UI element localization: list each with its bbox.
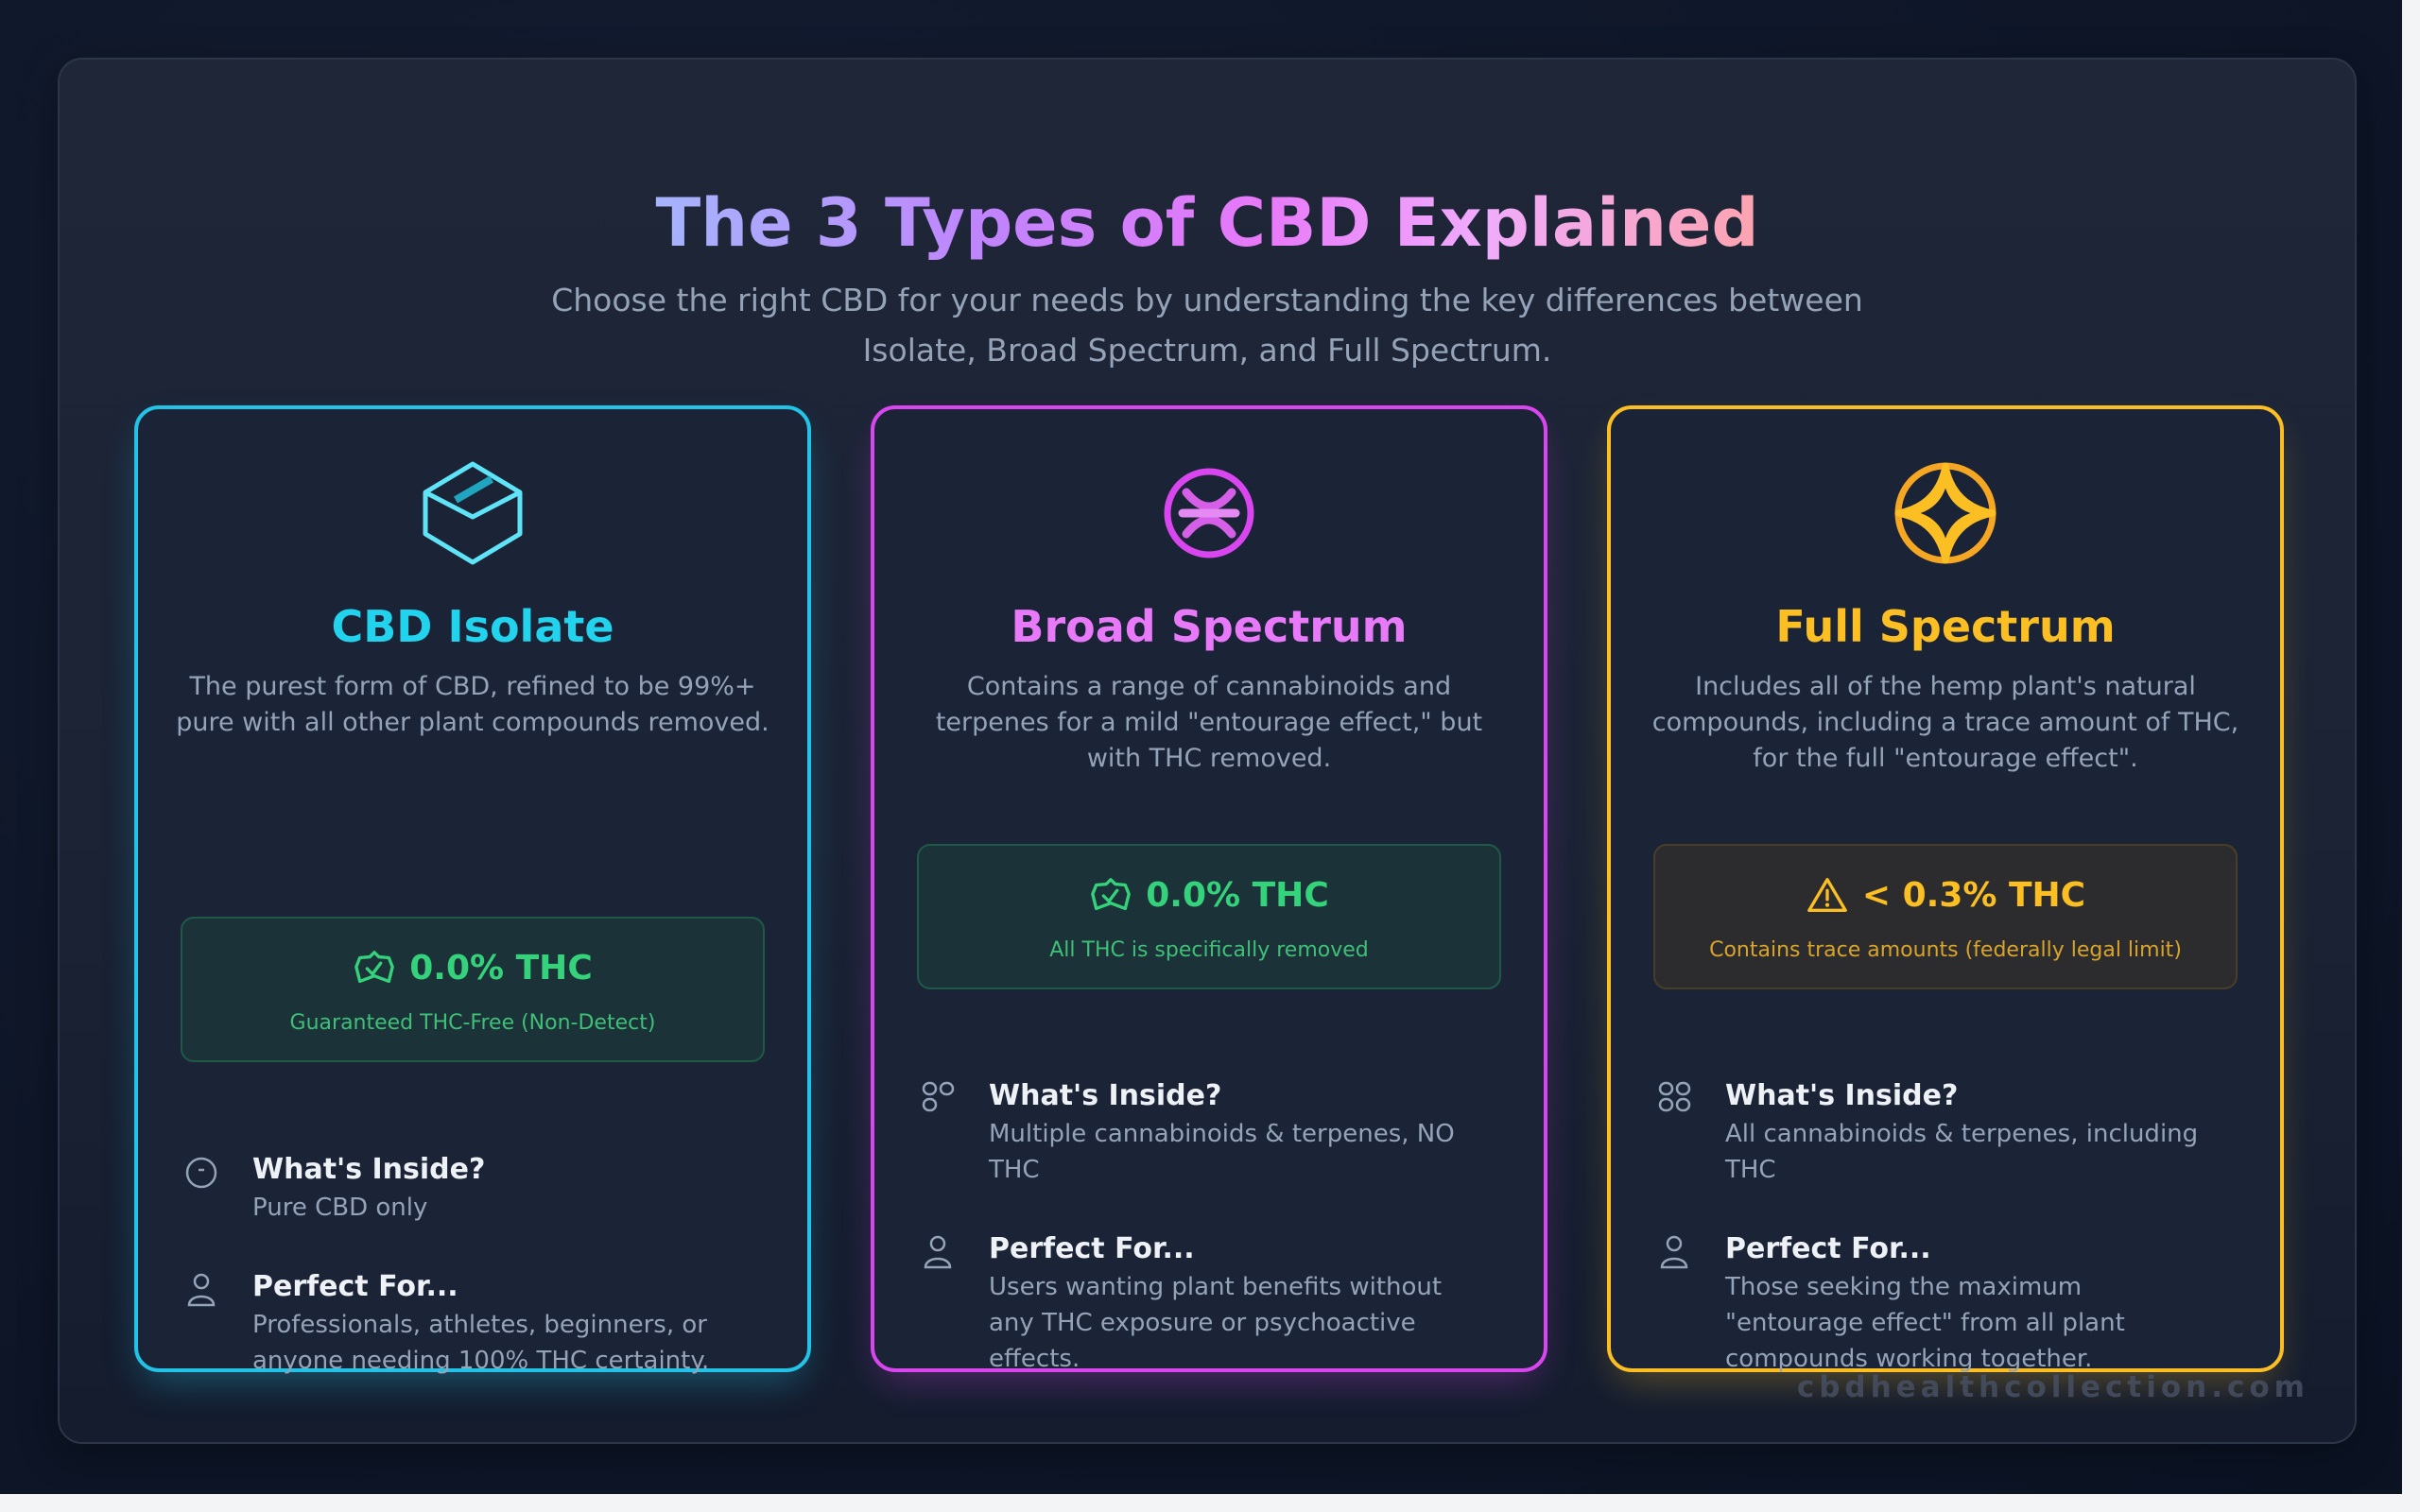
whats-inside-text: All cannabinoids & terpenes, including T… — [1725, 1120, 2199, 1184]
whats-inside: What's Inside? Pure CBD only — [181, 1150, 769, 1226]
warning-triangle-icon — [1807, 878, 1847, 913]
card-details: What's Inside? All cannabinoids & terpen… — [1653, 1076, 2242, 1377]
thc-badge: 0.0% THC Guaranteed THC-Free (Non-Detect… — [181, 917, 765, 1062]
thc-note: Contains trace amounts (federally legal … — [1709, 938, 2182, 962]
perfect-for-text: Professionals, athletes, beginners, or a… — [252, 1311, 710, 1375]
card-details: What's Inside? Multiple cannabinoids & t… — [917, 1076, 1506, 1377]
whats-inside-heading: What's Inside? — [989, 1079, 1222, 1112]
subtitle-line: Choose the right CBD for your needs by u… — [551, 282, 1863, 318]
thc-badge: < 0.3% THC Contains trace amounts (feder… — [1653, 844, 2238, 989]
minus-circle-icon — [185, 1157, 217, 1189]
shield-check-icon — [1091, 878, 1132, 911]
card-description: The purest form of CBD, refined to be 99… — [176, 672, 769, 737]
thc-value: < 0.3% THC — [1861, 876, 2086, 915]
card-title: Full Spectrum — [1775, 601, 2116, 652]
card-cbd-isolate: CBD Isolate The purest form of CBD, refi… — [134, 405, 811, 1375]
perfect-for-heading: Perfect For... — [1725, 1232, 1931, 1265]
whats-inside-heading: What's Inside? — [1725, 1079, 1959, 1112]
user-icon — [187, 1273, 216, 1307]
card-title: CBD Isolate — [331, 601, 614, 652]
three-circles-icon — [922, 1081, 955, 1112]
user-icon — [1660, 1235, 1688, 1269]
thc-badge: 0.0% THC All THC is specifically removed — [917, 844, 1501, 989]
thc-note: Guaranteed THC-Free (Non-Detect) — [289, 1011, 656, 1035]
shield-check-icon — [354, 951, 395, 984]
page-title: The 3 Types of CBD Explained — [655, 184, 1759, 262]
perfect-for-text: Users wanting plant benefits without any… — [989, 1273, 1443, 1373]
card-full-spectrum: Full Spectrum Includes all of the hemp p… — [1607, 405, 2284, 1373]
sparkle-circle-icon — [1894, 462, 1996, 564]
thc-note: All THC is specifically removed — [1049, 938, 1369, 962]
whats-inside-heading: What's Inside? — [252, 1153, 486, 1186]
perfect-for: Perfect For... Professionals, athletes, … — [181, 1267, 769, 1379]
card-details: What's Inside? Pure CBD only Perfect For… — [181, 1150, 769, 1379]
whats-inside: What's Inside? All cannabinoids & terpen… — [1653, 1076, 2242, 1188]
perfect-for: Perfect For... Users wanting plant benef… — [917, 1229, 1506, 1377]
card-broad-spectrum: Broad Spectrum Contains a range of canna… — [871, 405, 1547, 1373]
page-subtitle: Choose the right CBD for your needs by u… — [60, 275, 2355, 375]
subtitle-line: Isolate, Broad Spectrum, and Full Spectr… — [862, 332, 1552, 369]
infographic-panel: The 3 Types of CBD Explained Choose the … — [58, 58, 2357, 1444]
perfect-for-heading: Perfect For... — [252, 1270, 458, 1303]
user-icon — [924, 1235, 952, 1269]
perfect-for-heading: Perfect For... — [989, 1232, 1195, 1265]
watermark: cbdhealthcollection.com — [1796, 1370, 2309, 1404]
thc-value: 0.0% THC — [1146, 876, 1329, 915]
whats-inside-text: Multiple cannabinoids & terpenes, NO THC — [989, 1120, 1455, 1184]
four-circles-icon — [1658, 1081, 1691, 1112]
perfect-for: Perfect For... Those seeking the maximum… — [1653, 1229, 2242, 1377]
cube-icon — [423, 461, 523, 565]
card-title: Broad Spectrum — [1011, 601, 1408, 652]
thc-value: 0.0% THC — [409, 949, 593, 988]
whats-inside: What's Inside? Multiple cannabinoids & t… — [917, 1076, 1506, 1188]
card-description: Includes all of the hemp plant's natural… — [1651, 672, 2239, 773]
perfect-for-text: Those seeking the maximum "entourage eff… — [1725, 1273, 2125, 1373]
card-description: Contains a range of cannabinoids and ter… — [935, 672, 1483, 773]
broad-spectrum-icon — [1164, 468, 1254, 558]
whats-inside-text: Pure CBD only — [252, 1194, 428, 1222]
